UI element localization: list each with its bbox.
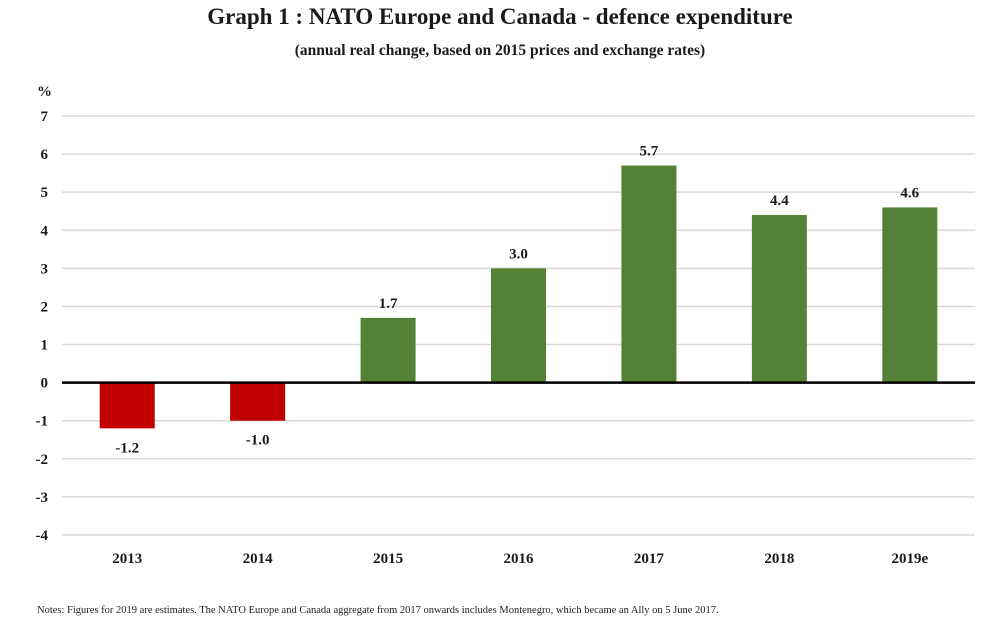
x-tick-labels: 2013 2014 2015 2016 2017 2018 2019e: [112, 551, 928, 567]
x-tick-label: 2014: [243, 551, 274, 567]
y-tick-label: 7: [41, 109, 49, 125]
data-label: 3.0: [509, 246, 528, 262]
bar-2016: [491, 268, 546, 383]
y-tick-label: 3: [41, 261, 49, 277]
y-axis-label: %: [37, 84, 52, 100]
y-tick-label: 5: [41, 185, 49, 201]
y-tick-label: -2: [36, 452, 49, 468]
y-tick-label: -4: [36, 528, 49, 544]
bars: [99, 165, 938, 429]
data-label: 4.6: [900, 185, 919, 201]
x-tick-label: 2015: [373, 551, 403, 567]
data-label: -1.0: [246, 433, 270, 449]
x-tick-label: 2019e: [891, 551, 928, 567]
chart-note: Notes: Figures for 2019 are estimates. T…: [37, 605, 719, 616]
bar-2018: [751, 215, 807, 383]
bar-2015: [360, 317, 416, 383]
chart-title: Graph 1 : NATO Europe and Canada - defen…: [207, 4, 793, 29]
data-label: -1.2: [115, 440, 139, 456]
x-tick-label: 2016: [504, 551, 535, 567]
data-labels: -1.2 -1.0 1.7 3.0 5.7 4.4 4.6: [115, 144, 919, 457]
y-tick-label: -3: [36, 490, 49, 506]
y-tick-labels: 7 6 5 4 3 2 1 0 -1 -2 -3 -4: [36, 109, 49, 544]
y-tick-label: 2: [41, 299, 49, 315]
y-tick-label: 0: [41, 376, 49, 392]
bar-2019e: [882, 207, 938, 383]
y-tick-label: -1: [36, 414, 49, 430]
data-label: 5.7: [640, 144, 659, 160]
x-tick-label: 2013: [112, 551, 142, 567]
data-label: 1.7: [379, 296, 398, 312]
y-tick-label: 6: [41, 147, 49, 163]
chart-subtitle: (annual real change, based on 2015 price…: [294, 42, 706, 59]
data-label: 4.4: [770, 193, 789, 209]
y-tick-label: 1: [41, 338, 49, 354]
x-tick-label: 2018: [764, 551, 794, 567]
bar-2017: [621, 165, 677, 383]
x-tick-label: 2017: [634, 551, 665, 567]
bar-2013: [99, 382, 155, 429]
bar-2014: [230, 382, 286, 421]
y-tick-label: 4: [41, 223, 49, 239]
